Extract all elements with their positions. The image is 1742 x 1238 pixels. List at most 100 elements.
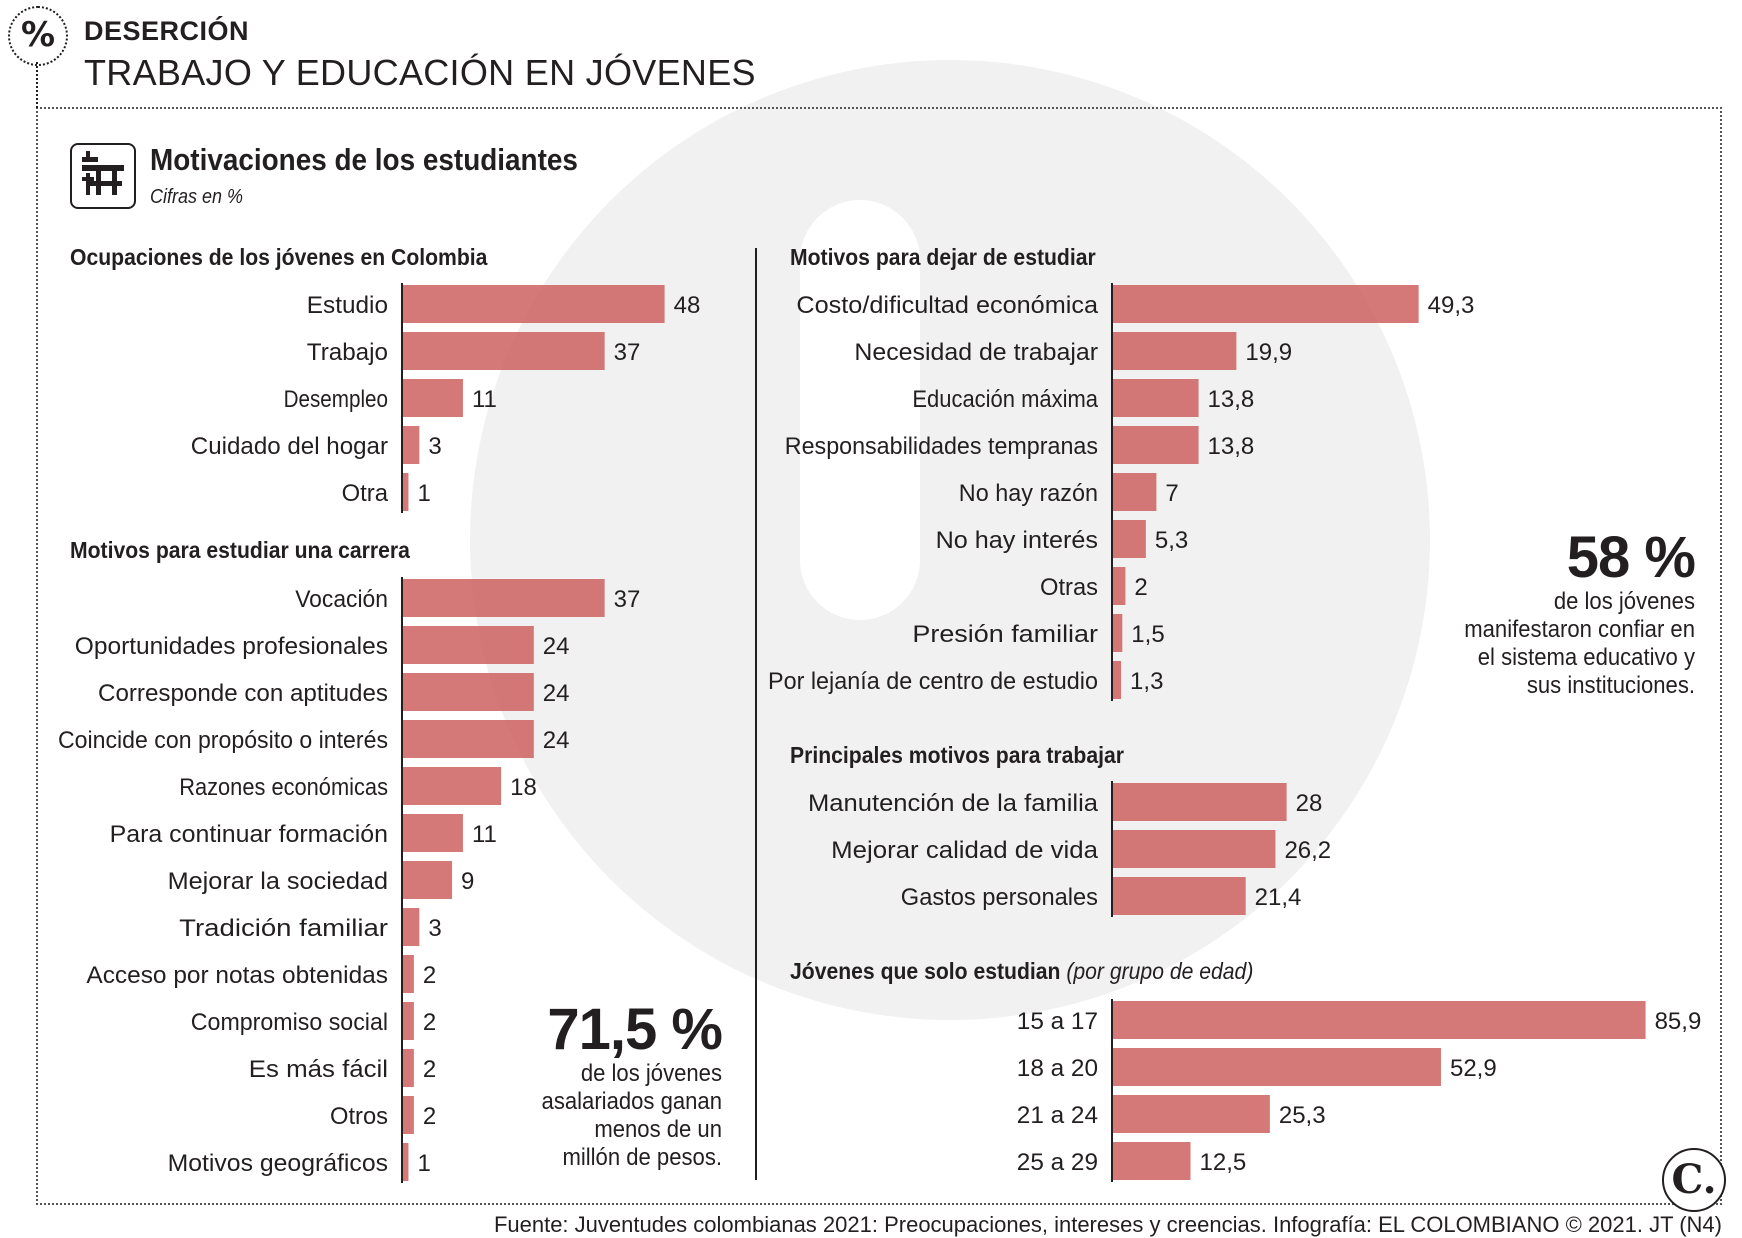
category-label: Desempleo — [284, 386, 388, 413]
category-label: Trabajo — [307, 339, 388, 366]
category-label: No hay interés — [936, 527, 1098, 554]
category-label: Vocación — [295, 586, 388, 613]
category-label: Compromiso social — [191, 1009, 388, 1036]
chart-title-motivos-trabajar: Principales motivos para trabajar — [790, 742, 1125, 768]
chart-title-solo-estudian-main: Jóvenes que solo estudian — [790, 958, 1061, 984]
value-label: 11 — [472, 386, 497, 413]
bar — [403, 955, 414, 993]
stat-salario: 71,5 % de los jóvenes asalariados ganan … — [440, 997, 723, 1172]
percent-badge-icon: % — [8, 6, 68, 66]
chart-title-solo-estudian-note: (por grupo de edad) — [1066, 958, 1254, 984]
stat-salario-line: de los jóvenes — [580, 1060, 722, 1087]
category-label: Responsabilidades tempranas — [785, 433, 1098, 460]
bar — [1113, 426, 1199, 464]
category-label: Estudio — [307, 292, 388, 319]
value-label: 37 — [614, 586, 641, 613]
chart-title-ocupaciones: Ocupaciones de los jóvenes en Colombia — [70, 244, 488, 270]
category-label: Razones económicas — [179, 774, 388, 801]
stat-confianza-value: 58 % — [1566, 525, 1696, 590]
value-label: 2 — [423, 962, 436, 989]
value-label: 25,3 — [1279, 1102, 1326, 1129]
category-label: Presión familiar — [912, 621, 1098, 648]
bar — [403, 1049, 414, 1087]
bar — [403, 626, 534, 664]
category-label: Gastos personales — [901, 884, 1098, 911]
category-label: 18 a 20 — [1017, 1055, 1098, 1082]
category-label: Manutención de la familia — [808, 790, 1099, 817]
category-label: Otros — [330, 1103, 388, 1130]
category-label: Mejorar calidad de vida — [831, 837, 1098, 864]
chart-title-motivos-carrera: Motivos para estudiar una carrera — [70, 537, 410, 563]
category-label: Necesidad de trabajar — [854, 339, 1098, 366]
stat-salario-value: 71,5 % — [547, 997, 723, 1062]
value-label: 11 — [472, 821, 497, 848]
bar — [403, 379, 463, 417]
category-label: Para continuar formación — [110, 821, 388, 848]
stat-confianza-line: el sistema educativo y — [1477, 644, 1695, 671]
category-label: Otra — [342, 480, 389, 507]
bar — [1113, 473, 1157, 511]
stat-salario-line: menos de un — [594, 1116, 722, 1143]
category-label: Es más fácil — [249, 1056, 388, 1083]
value-label: 24 — [543, 680, 570, 707]
chart-group: Estudio 48 Trabajo 37 Desempleo 11 Cuidado del… — [191, 283, 701, 513]
bar — [403, 720, 534, 758]
value-label: 24 — [543, 633, 570, 660]
category-label: Tradición familiar — [179, 915, 388, 942]
school-desk-icon — [70, 143, 136, 209]
value-label: 7 — [1165, 480, 1178, 507]
bar — [1113, 1095, 1270, 1133]
value-label: 1 — [417, 1150, 430, 1177]
bar — [1113, 1142, 1191, 1180]
category-label: Por lejanía de centro de estudio — [768, 668, 1098, 695]
value-label: 85,9 — [1655, 1008, 1702, 1035]
bar — [1113, 877, 1246, 915]
value-label: 26,2 — [1284, 837, 1331, 864]
value-label: 3 — [428, 433, 441, 460]
category-label: Oportunidades profesionales — [75, 633, 388, 660]
bar — [403, 673, 534, 711]
bar — [403, 1096, 414, 1134]
badge-connector — [36, 62, 38, 108]
bar — [1113, 520, 1146, 558]
bar — [1113, 567, 1126, 605]
headline: TRABAJO Y EDUCACIÓN EN JÓVENES — [84, 52, 756, 93]
value-label: 48 — [674, 292, 701, 319]
stat-salario-line: millón de pesos. — [562, 1144, 722, 1171]
section-subtitle: Cifras en % — [150, 186, 244, 208]
bar — [403, 767, 502, 805]
category-label: Costo/dificultad económica — [796, 292, 1098, 319]
value-label: 24 — [543, 727, 570, 754]
chart-title-solo-estudian: Jóvenes que solo estudian (por grupo de … — [790, 958, 1253, 985]
value-label: 1,3 — [1130, 668, 1163, 695]
value-label: 2 — [423, 1009, 436, 1036]
value-label: 9 — [461, 868, 474, 895]
value-label: 3 — [428, 915, 441, 942]
category-label: 15 a 17 — [1017, 1008, 1098, 1035]
chart-group: Vocación 37 Oportunidades profesionales 24 C… — [58, 577, 640, 1183]
value-label: 2 — [423, 1103, 436, 1130]
bar — [403, 285, 665, 323]
kicker: DESERCIÓN — [84, 16, 250, 46]
chart-group: 15 a 17 85,9 18 a 20 52,9 21 a 24 25,3 25 a 29… — [1017, 999, 1701, 1182]
value-label: 18 — [510, 774, 537, 801]
chart-title-dejar-estudiar: Motivos para dejar de estudiar — [790, 244, 1096, 270]
category-label: No hay razón — [959, 480, 1098, 507]
bar — [403, 814, 463, 852]
bar — [403, 579, 605, 617]
category-label: 25 a 29 — [1017, 1149, 1098, 1176]
chart-group: Costo/dificultad económica 49,3 Necesidad … — [768, 283, 1474, 701]
category-label: Mejorar la sociedad — [168, 868, 388, 895]
bar — [403, 908, 420, 946]
value-label: 1 — [417, 480, 430, 507]
stat-confianza-line: de los jóvenes — [1553, 588, 1695, 615]
stat-confianza: 58 % de los jóvenes manifestaron confiar… — [1380, 525, 1696, 700]
value-label: 2 — [1134, 574, 1147, 601]
category-label: Acceso por notas obtenidas — [86, 962, 388, 989]
category-label: Coincide con propósito o interés — [58, 727, 388, 754]
bar — [1113, 1001, 1646, 1039]
bar — [1113, 332, 1237, 370]
column-divider — [755, 248, 757, 1180]
value-label: 13,8 — [1208, 433, 1255, 460]
